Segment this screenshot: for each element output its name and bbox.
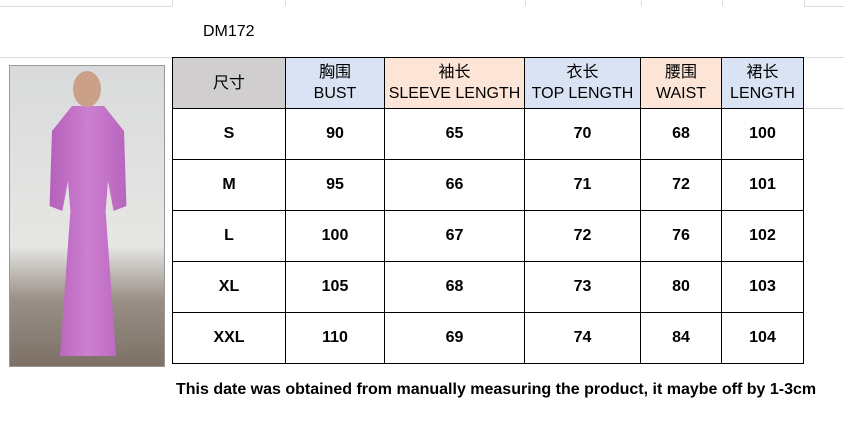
gridline (804, 0, 805, 6)
gridline (172, 0, 173, 6)
header-cn: 腰围 (664, 64, 697, 81)
cell-size: M (172, 159, 286, 211)
cell: 84 (640, 312, 722, 364)
header-cn: 胸围 (318, 64, 351, 81)
header-en: TOP LENGTH (531, 85, 634, 102)
header-en: BUST (313, 85, 357, 102)
cell-size: XXL (172, 312, 286, 364)
header-top-length: 衣长 TOP LENGTH (524, 57, 641, 109)
cell: 68 (384, 261, 525, 313)
cell: 68 (640, 108, 722, 160)
cell: 103 (721, 261, 804, 313)
table-row: XXL 110 69 74 84 104 (172, 312, 804, 364)
header-length: 裙长 LENGTH (721, 57, 804, 109)
cell-size: XL (172, 261, 286, 313)
cell: 73 (524, 261, 641, 313)
cell: 72 (524, 210, 641, 262)
header-sleeve: 袖长 SLEEVE LENGTH (384, 57, 525, 109)
cell: 66 (384, 159, 525, 211)
gridline (804, 108, 844, 109)
gridline (0, 6, 172, 7)
header-cn: 尺寸 (212, 74, 245, 92)
cell: 72 (640, 159, 722, 211)
table-row: S 90 65 70 68 100 (172, 108, 804, 160)
cell-size: L (172, 210, 286, 262)
header-cn: 裙长 (746, 64, 779, 81)
product-photo (9, 65, 165, 367)
cell: 110 (285, 312, 385, 364)
size-chart-table: 尺寸 胸围 BUST 袖长 SLEEVE LENGTH 衣长 TOP LENGTH 腰… (172, 57, 804, 364)
cell: 80 (640, 261, 722, 313)
table-row: M 95 66 71 72 101 (172, 159, 804, 211)
cell: 105 (285, 261, 385, 313)
cell: 69 (384, 312, 525, 364)
cell: 104 (721, 312, 804, 364)
header-waist: 腰围 WAIST (640, 57, 722, 109)
cell: 74 (524, 312, 641, 364)
cell: 76 (640, 210, 722, 262)
gridline (285, 0, 286, 6)
measurement-note: This date was obtained from manually mea… (176, 381, 817, 398)
cell: 102 (721, 210, 804, 262)
model-head (73, 71, 101, 107)
header-cn: 衣长 (566, 64, 599, 81)
product-code: DM172 (203, 23, 255, 40)
header-size: 尺寸 (172, 57, 286, 109)
cell: 101 (721, 159, 804, 211)
cell: 95 (285, 159, 385, 211)
dress-image (49, 106, 127, 356)
gridline (641, 0, 642, 6)
cell-size: S (172, 108, 286, 160)
table-row: L 100 67 72 76 102 (172, 210, 804, 262)
cell: 90 (285, 108, 385, 160)
gridline (0, 57, 172, 58)
header-en: WAIST (655, 85, 707, 102)
table-row: XL 105 68 73 80 103 (172, 261, 804, 313)
cell: 67 (384, 210, 525, 262)
cell: 100 (721, 108, 804, 160)
header-cn: 袖长 (438, 64, 471, 81)
header-en: LENGTH (730, 85, 795, 102)
gridline (722, 0, 723, 6)
cell: 65 (384, 108, 525, 160)
header-en: SLEEVE LENGTH (388, 85, 521, 102)
cell: 100 (285, 210, 385, 262)
gridline (804, 57, 844, 58)
cell: 71 (524, 159, 641, 211)
gridline (525, 0, 526, 6)
cell: 70 (524, 108, 641, 160)
gridline (804, 6, 844, 7)
header-bust: 胸围 BUST (285, 57, 385, 109)
header-row: 尺寸 胸围 BUST 袖长 SLEEVE LENGTH 衣长 TOP LENGTH 腰… (172, 57, 804, 109)
